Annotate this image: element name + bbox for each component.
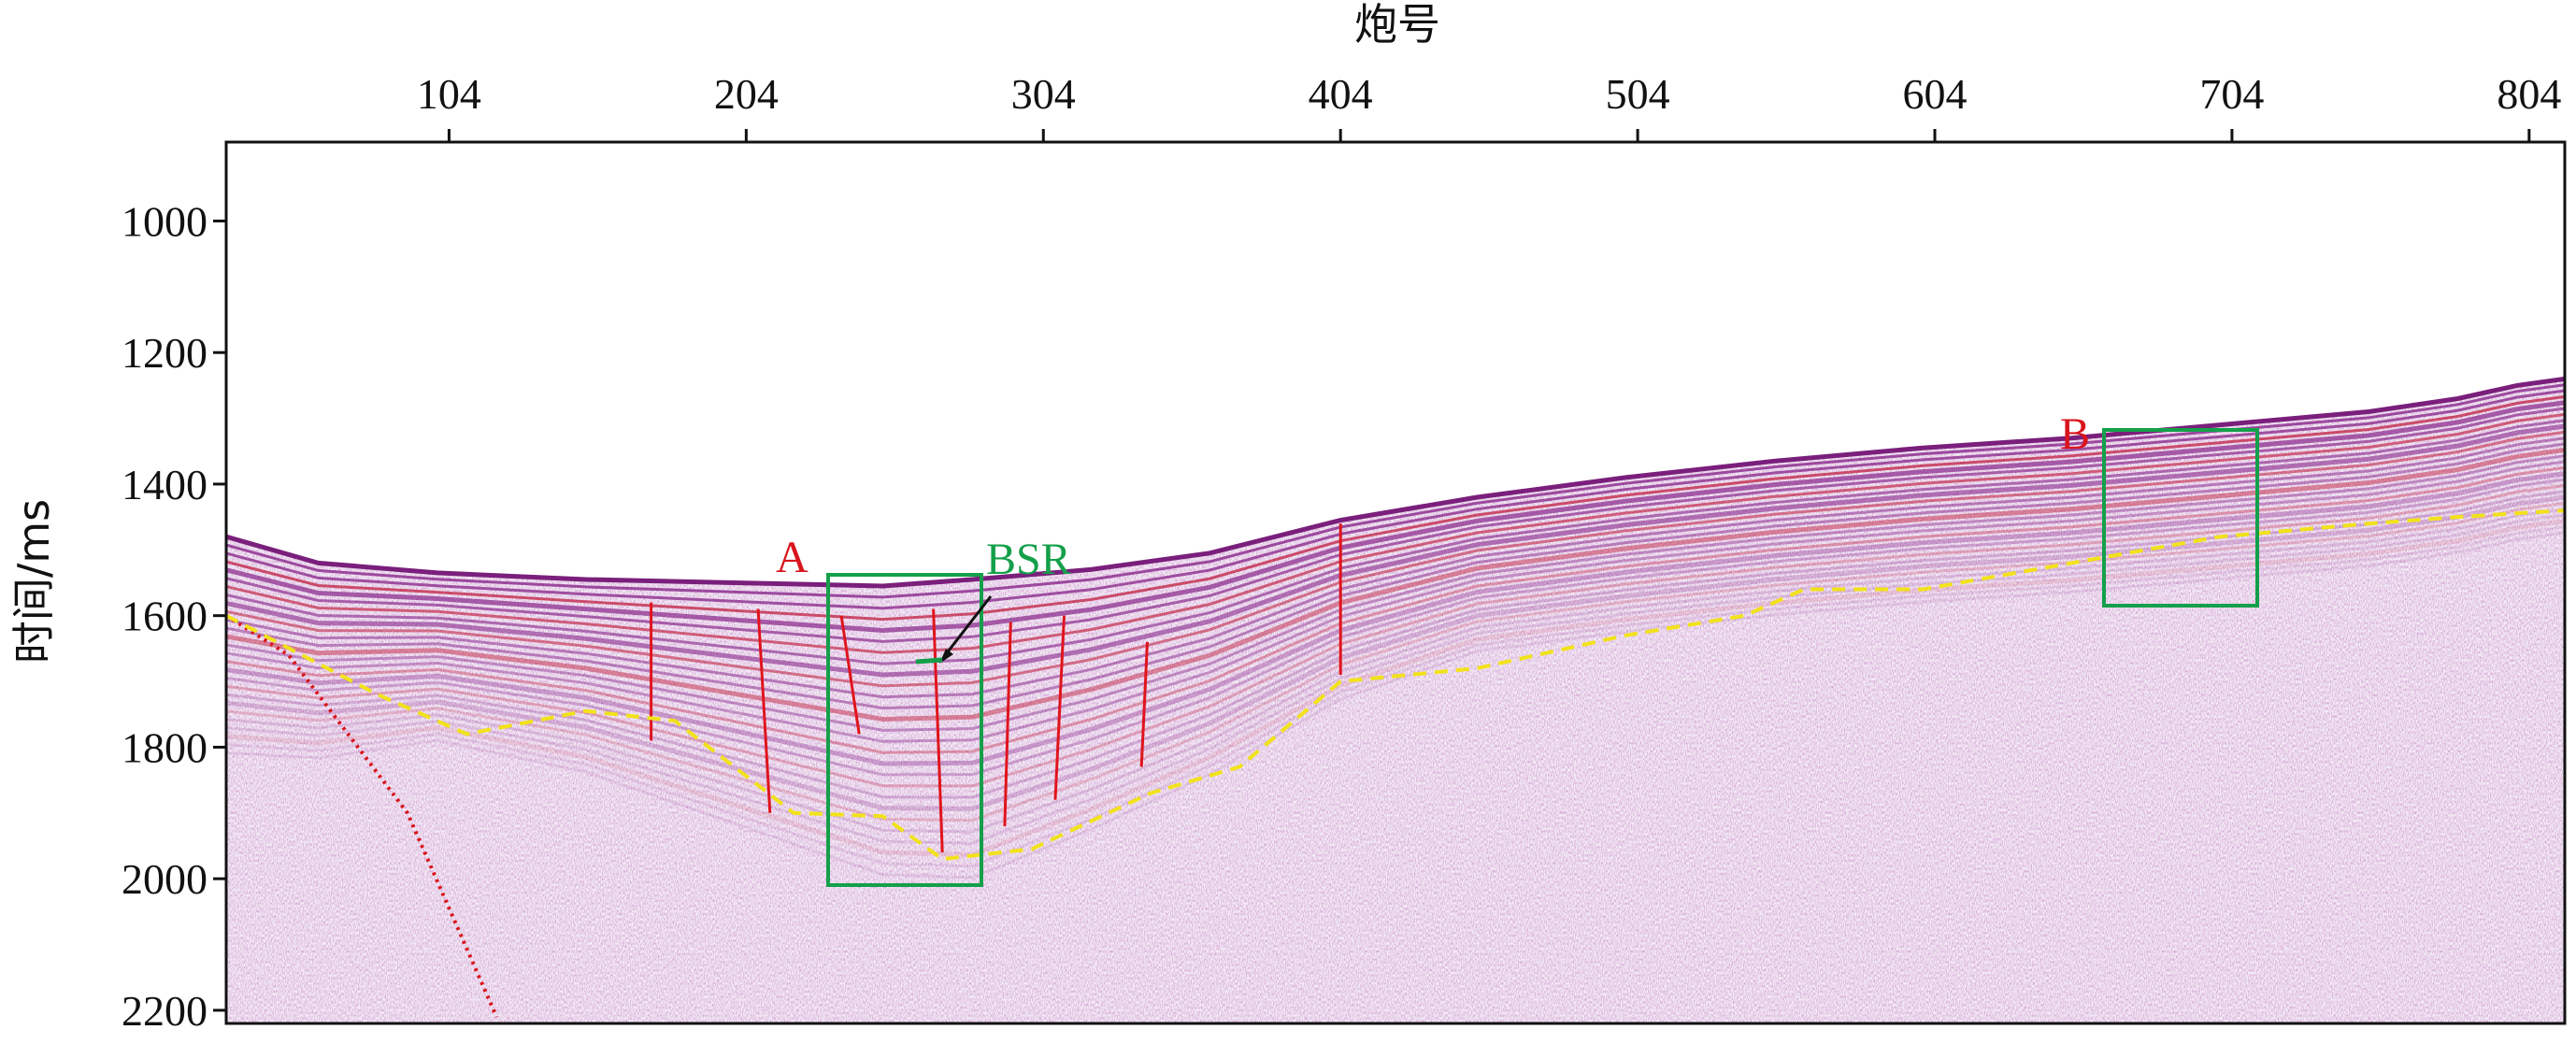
x-axis: 104 204 304 404 504 604 704 804 bbox=[417, 70, 2561, 142]
reflector-line bbox=[226, 383, 2565, 599]
reflector-line bbox=[226, 400, 2565, 634]
y-tick-label: 1600 bbox=[122, 593, 208, 640]
box-b bbox=[2102, 428, 2259, 608]
x-tick-label: 704 bbox=[2199, 70, 2264, 118]
reflector-line bbox=[226, 407, 2565, 643]
plot-border bbox=[224, 140, 2567, 1025]
reflector-line bbox=[226, 389, 2565, 610]
fault-line bbox=[839, 615, 861, 735]
box-a-label: A bbox=[776, 533, 809, 582]
x-tick-label: 404 bbox=[1309, 70, 1373, 118]
x-tick-label: 504 bbox=[1606, 70, 1670, 118]
y-axis-title: 时间/ms bbox=[8, 499, 59, 664]
reflector-line bbox=[226, 518, 2565, 858]
y-tick-label: 1400 bbox=[122, 461, 208, 508]
reflector-line bbox=[226, 436, 2565, 699]
y-tick-label: 1000 bbox=[122, 197, 208, 245]
y-axis: 1000 1200 1400 1600 1800 2000 2200 bbox=[122, 197, 226, 1035]
bsr-pointer-head bbox=[939, 649, 953, 664]
fault-line bbox=[756, 608, 772, 813]
reflector-line bbox=[226, 471, 2565, 766]
box-b-label: B bbox=[2060, 409, 2090, 459]
reflector-line bbox=[226, 423, 2565, 678]
fault-line bbox=[1139, 641, 1149, 767]
x-tick-label: 304 bbox=[1011, 70, 1076, 118]
reflector-line bbox=[226, 430, 2565, 688]
reflector-line bbox=[226, 531, 2565, 880]
reflector-line bbox=[226, 508, 2565, 834]
reflector-line bbox=[226, 483, 2565, 788]
reflector-line bbox=[226, 494, 2565, 811]
reflector-line bbox=[226, 394, 2565, 622]
reflector-line bbox=[226, 447, 2565, 722]
x-tick-label: 204 bbox=[714, 70, 779, 118]
bsr-dashed-line bbox=[226, 508, 2565, 862]
reflector-line bbox=[226, 442, 2565, 710]
reflector-line bbox=[226, 501, 2565, 822]
x-tick-label: 804 bbox=[2497, 70, 2561, 118]
fault-line bbox=[932, 608, 944, 853]
reflector-line bbox=[226, 454, 2565, 732]
reflector-line bbox=[226, 465, 2565, 754]
red-dotted-line bbox=[226, 614, 499, 1018]
bsr-marker bbox=[915, 657, 943, 665]
y-tick-label: 2200 bbox=[122, 987, 208, 1035]
y-tick-label: 1800 bbox=[122, 723, 208, 771]
x-axis-title: 炮号 bbox=[1354, 0, 1440, 50]
seafloor-reflector bbox=[226, 376, 2565, 589]
y-tick-label: 2000 bbox=[122, 855, 208, 903]
x-tick-label: 604 bbox=[1903, 70, 1968, 118]
box-a bbox=[826, 573, 983, 887]
fault-line bbox=[1053, 615, 1066, 800]
x-tick-label: 104 bbox=[417, 70, 481, 118]
bsr-pointer-line bbox=[944, 595, 993, 655]
reflector-line bbox=[226, 460, 2565, 743]
y-tick-label: 1200 bbox=[122, 329, 208, 377]
bsr-label: BSR bbox=[986, 535, 1071, 584]
fault-lines bbox=[650, 523, 1342, 853]
reflector-line bbox=[226, 513, 2565, 845]
fault-line bbox=[1003, 622, 1012, 826]
reflector-line bbox=[226, 478, 2565, 777]
reflector-line bbox=[226, 525, 2565, 868]
reflector-line bbox=[226, 419, 2565, 665]
seismic-reflectors bbox=[226, 383, 2565, 880]
reflector-line bbox=[226, 412, 2565, 654]
